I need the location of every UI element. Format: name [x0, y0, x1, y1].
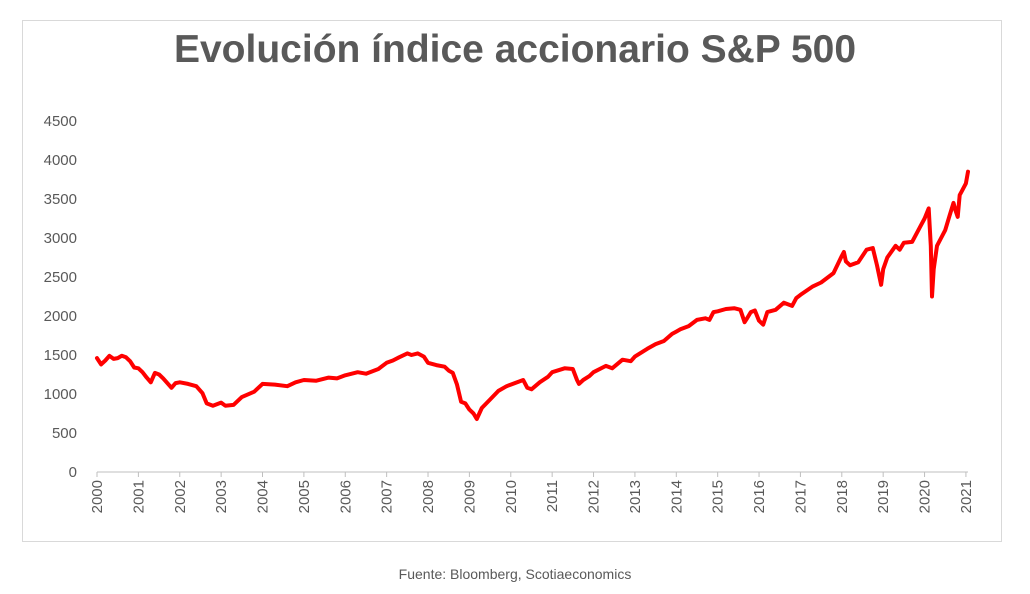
x-tick-label: 2010: [503, 480, 520, 513]
x-tick-label: 2008: [420, 480, 437, 513]
y-tick-label: 4000: [44, 152, 77, 169]
y-tick-label: 1500: [44, 347, 77, 364]
chart-area: [22, 20, 1002, 542]
y-tick-label: 4500: [44, 113, 77, 130]
x-tick-label: 2009: [461, 480, 478, 513]
x-tick-label: 2014: [668, 480, 685, 513]
y-tick-label: 2500: [44, 269, 77, 286]
source-note: Fuente: Bloomberg, Scotiaeconomics: [398, 566, 632, 582]
y-tick-label: 0: [69, 464, 77, 481]
series-line: [95, 169, 970, 421]
x-tick-label: 2011: [544, 480, 561, 512]
y-tick-label: 3500: [44, 191, 77, 208]
x-tick-label: 2016: [751, 480, 768, 513]
x-tick-label: 2020: [917, 480, 934, 513]
x-tick-label: 2005: [296, 480, 313, 513]
y-tick-label: 1000: [44, 386, 77, 403]
x-tick-label: 2003: [213, 480, 230, 513]
x-tick-label: 2012: [586, 480, 603, 513]
x-tick-label: 2017: [792, 480, 809, 513]
x-tick-label: 2002: [172, 480, 189, 513]
y-tick-label: 3000: [44, 230, 77, 247]
y-tick-label: 500: [52, 425, 77, 442]
x-tick-label: 2013: [627, 480, 644, 513]
series-layer: [95, 169, 970, 421]
x-axis: 2000 2001 2002 2003 2004 2005 2006 2007 2008 2009…: [89, 471, 975, 513]
x-tick-label: 2001: [130, 480, 147, 513]
x-tick-label: 2018: [834, 480, 851, 513]
x-tick-label: 2007: [379, 480, 396, 513]
y-axis: 0 500 1000 1500 2000 2500 3000 3500 4000 4500: [44, 113, 77, 481]
y-tick-label: 2000: [44, 308, 77, 325]
x-tick-label: 2021: [958, 480, 975, 513]
x-tick-label: 2000: [89, 480, 106, 513]
x-tick-label: 2006: [337, 480, 354, 513]
x-tick-label: 2004: [255, 480, 272, 513]
x-tick-label: 2019: [875, 480, 892, 513]
chart-title: Evolución índice accionario S&P 500: [173, 28, 857, 71]
x-tick-label: 2015: [710, 480, 727, 513]
